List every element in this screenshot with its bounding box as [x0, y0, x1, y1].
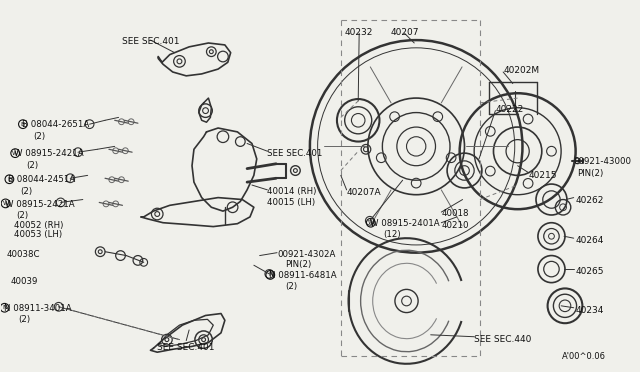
Text: W: W — [3, 201, 8, 206]
Text: 40053 (LH): 40053 (LH) — [14, 230, 62, 240]
Text: (12): (12) — [383, 230, 401, 240]
Text: 40015 (LH): 40015 (LH) — [268, 198, 316, 206]
Text: 40014 (RH): 40014 (RH) — [268, 187, 317, 196]
Text: 40232: 40232 — [345, 28, 373, 36]
Text: N 08911-3401A: N 08911-3401A — [4, 304, 71, 313]
Text: 40234: 40234 — [575, 306, 604, 315]
Text: SEE SEC.440: SEE SEC.440 — [474, 335, 532, 344]
Text: B: B — [20, 122, 25, 126]
Text: (2): (2) — [18, 315, 30, 324]
Text: W 08915-2421A: W 08915-2421A — [14, 149, 84, 158]
Text: 40207A: 40207A — [347, 188, 381, 197]
Text: B: B — [7, 177, 12, 182]
Text: SEE SEC.401: SEE SEC.401 — [268, 149, 323, 158]
Text: PIN(2): PIN(2) — [577, 169, 604, 177]
Text: PIN(2): PIN(2) — [285, 260, 311, 269]
Text: A'00^0.06: A'00^0.06 — [561, 352, 605, 361]
Text: SEE SEC.401: SEE SEC.401 — [122, 37, 179, 46]
Text: 40052 (RH): 40052 (RH) — [14, 221, 63, 230]
Text: 00921-43000: 00921-43000 — [573, 157, 632, 166]
Text: 40264: 40264 — [575, 236, 604, 245]
Text: (2): (2) — [285, 282, 297, 291]
Text: 40262: 40262 — [575, 196, 604, 205]
Text: SEE SEC.401: SEE SEC.401 — [157, 343, 215, 352]
Text: 40018: 40018 — [442, 209, 469, 218]
Text: 40038C: 40038C — [6, 250, 40, 259]
Text: B 08044-2651A: B 08044-2651A — [22, 120, 89, 129]
Text: 40039: 40039 — [10, 277, 38, 286]
Text: 40265: 40265 — [575, 267, 604, 276]
Text: W: W — [12, 151, 19, 155]
Text: (2): (2) — [33, 132, 45, 141]
Text: (2): (2) — [20, 187, 32, 196]
Text: B 08044-2451A: B 08044-2451A — [8, 175, 76, 185]
Text: W 08915-2401A: W 08915-2401A — [370, 219, 440, 228]
Text: (2): (2) — [26, 161, 38, 170]
Text: N 08911-6481A: N 08911-6481A — [269, 271, 337, 280]
Text: 00921-4302A: 00921-4302A — [277, 250, 335, 259]
Text: N: N — [2, 305, 7, 310]
Text: N: N — [268, 272, 273, 278]
Text: W: W — [368, 220, 374, 225]
Text: 40207: 40207 — [390, 28, 419, 36]
Text: 40202M: 40202M — [503, 66, 540, 75]
Text: 40222: 40222 — [495, 105, 524, 114]
Text: (2): (2) — [16, 211, 28, 220]
Text: W 08915-2421A: W 08915-2421A — [4, 199, 74, 209]
Text: 40210: 40210 — [442, 221, 469, 230]
Text: 40215: 40215 — [528, 170, 557, 180]
